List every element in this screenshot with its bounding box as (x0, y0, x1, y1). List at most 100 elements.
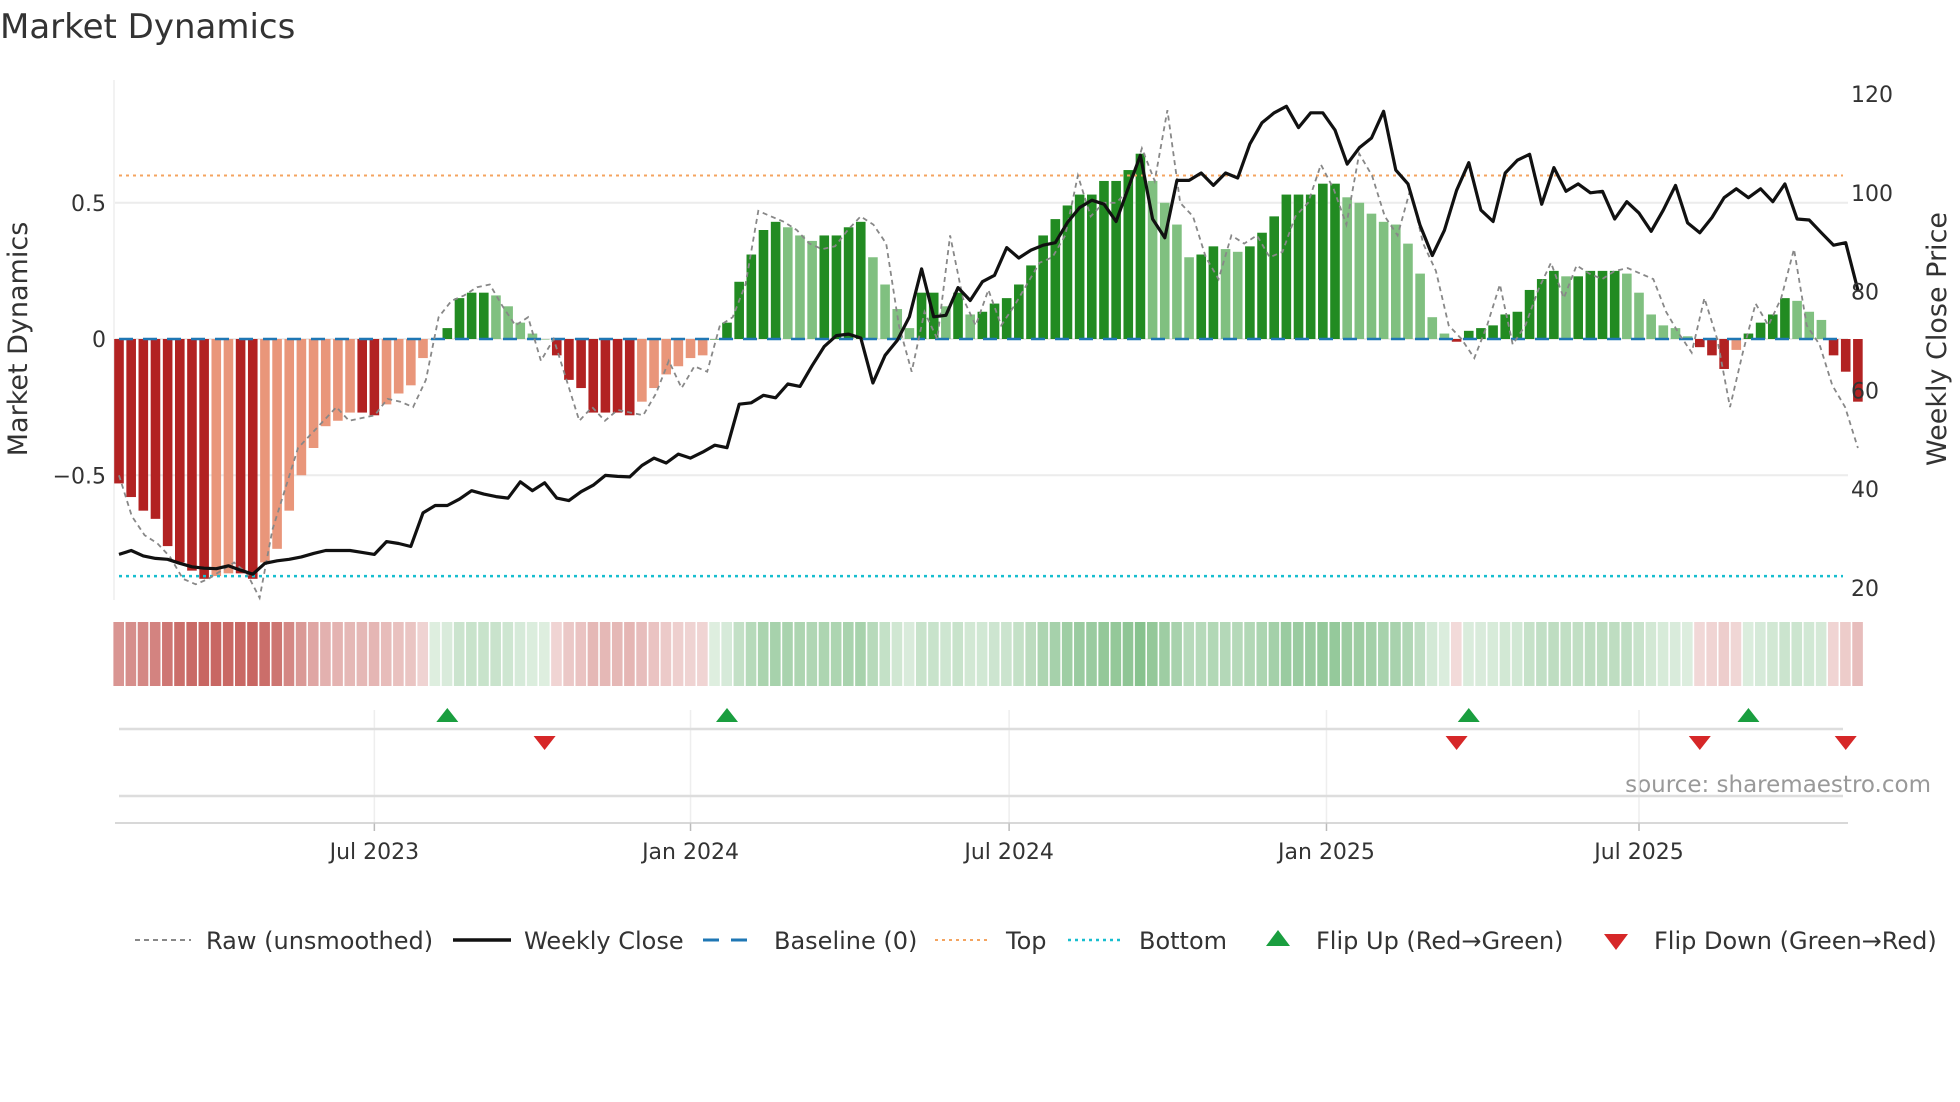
strip-cell (1487, 622, 1499, 686)
bar (1463, 330, 1474, 339)
strip-cell (332, 622, 343, 686)
bar (1074, 194, 1085, 339)
bar (162, 339, 173, 547)
strip-cell (1657, 622, 1669, 686)
strip-cell (1171, 622, 1182, 686)
bar (1184, 257, 1194, 339)
strip-cell (1086, 622, 1097, 686)
bar (1670, 328, 1681, 339)
strip-cell (1183, 622, 1195, 686)
y-tick-label: 0 (92, 328, 106, 353)
strip-cell (259, 622, 270, 686)
bar (734, 281, 744, 339)
strip-cell (1633, 622, 1644, 686)
bar (138, 339, 149, 511)
strip-cell (466, 622, 477, 686)
y2-tick-label: 60 (1851, 379, 1879, 404)
bar (1451, 339, 1462, 342)
strip-cell (1049, 622, 1061, 686)
weekly-close-line (118, 104, 1860, 576)
strip-cell (915, 622, 927, 686)
bar (418, 339, 428, 359)
heat-strip (113, 622, 1863, 686)
bar (1232, 251, 1243, 339)
strip-cell (1122, 622, 1134, 686)
bar (1767, 314, 1778, 339)
strip-cell (745, 622, 757, 686)
bar (527, 333, 538, 339)
lines (118, 104, 1860, 601)
strip-cell (952, 622, 964, 686)
strip-cell (1147, 622, 1158, 686)
strip-cell (210, 622, 222, 686)
bar (1476, 328, 1486, 339)
y2-axis-label: Weekly Close Price (1922, 212, 1953, 466)
bar (673, 339, 684, 367)
bar (333, 339, 343, 421)
strip-cell (1134, 622, 1146, 686)
strip-cell (551, 622, 562, 686)
strip-cell (174, 622, 185, 686)
strip-cell (624, 622, 635, 686)
bar (491, 295, 501, 339)
bar (1828, 339, 1839, 356)
flip-up-marker (1457, 708, 1480, 722)
bar (965, 314, 975, 339)
strip-cell (380, 622, 392, 686)
flip-down-marker (1445, 736, 1468, 750)
bar (1536, 279, 1547, 339)
bar (612, 339, 623, 413)
strip-cell (1317, 622, 1328, 686)
bar (855, 221, 866, 339)
bar (1220, 249, 1231, 339)
strip-cell (307, 622, 319, 686)
bar (1305, 194, 1316, 339)
bar (795, 235, 805, 339)
bar (758, 230, 769, 339)
bar (1853, 339, 1863, 402)
strip-cell (1523, 622, 1535, 686)
strip-cell (502, 622, 514, 686)
bar (503, 306, 513, 339)
bar (1378, 221, 1389, 339)
bar (746, 254, 757, 339)
strip-cell (1584, 622, 1596, 686)
gridlines (113, 80, 1848, 831)
bar (1792, 300, 1802, 339)
bar (1123, 170, 1134, 339)
strip-cell (1791, 622, 1803, 686)
strip-cell (721, 622, 732, 686)
y2-tick-label: 100 (1851, 182, 1893, 207)
bar (1549, 270, 1559, 339)
strip-cell (1730, 622, 1742, 686)
bar (1561, 276, 1571, 339)
strip-cell (1414, 622, 1426, 686)
strip-cell (940, 622, 951, 686)
y2-tick-label: 40 (1851, 478, 1879, 503)
bar (1707, 339, 1717, 356)
legend-flip-down-icon (1604, 934, 1628, 950)
bar (272, 339, 282, 549)
bar (1427, 317, 1438, 339)
strip-cell (1621, 622, 1632, 686)
strip-cell (818, 622, 830, 686)
bar (868, 257, 878, 339)
bar (320, 339, 331, 427)
bar (1318, 183, 1328, 339)
strip-cell (1402, 622, 1413, 686)
strip-cell (672, 622, 684, 686)
strip-cell (1718, 622, 1730, 686)
strip-cell (1232, 622, 1243, 686)
strip-cell (709, 622, 720, 686)
strip-cell (368, 622, 380, 686)
bar (150, 339, 161, 519)
strip-cell (1536, 622, 1547, 686)
bar (770, 221, 781, 339)
strip-cell (1110, 622, 1122, 686)
strip-cell (1742, 622, 1754, 686)
strip-cell (1596, 622, 1608, 686)
bar (1439, 333, 1450, 339)
legend-label: Flip Up (Red→Green) (1316, 927, 1564, 955)
strip-cell (1378, 622, 1389, 686)
strip-cell (1755, 622, 1766, 686)
